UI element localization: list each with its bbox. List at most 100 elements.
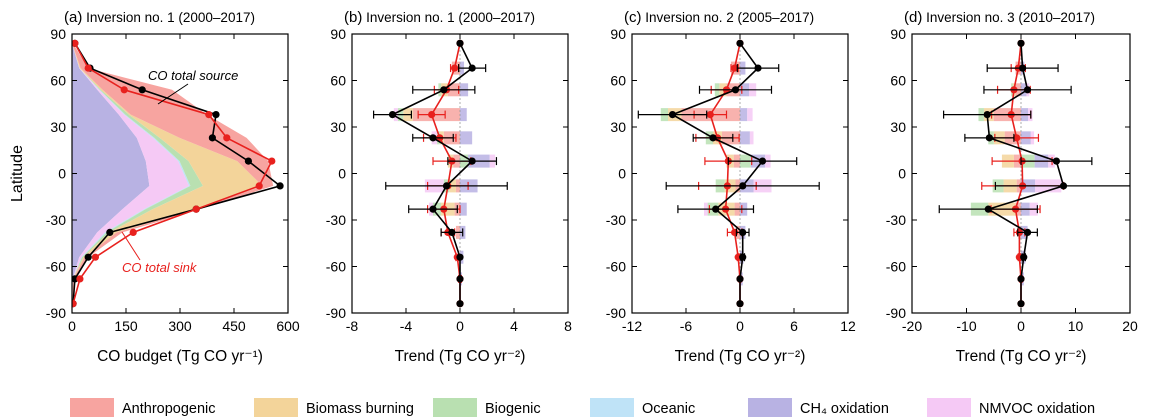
legend-label: Oceanic [642,401,695,417]
source-point [456,253,464,261]
sink-line [72,42,273,304]
sink-point [731,64,739,72]
sink-point [72,39,79,47]
source-point [709,134,717,142]
x-tick-label: 6 [790,318,798,334]
y-tick-label: -30 [606,212,626,228]
y-tick-label: 0 [898,166,906,182]
legend-swatch [70,398,114,417]
plot-area [72,39,284,308]
sink-point [223,134,231,142]
bar-ch4-oxidation [460,202,467,216]
x-tick-label: 0 [1017,318,1025,334]
source-line [986,43,1065,304]
source-point [739,253,747,261]
y-tick-label: -30 [326,212,346,228]
source-point [712,205,720,213]
legend-item: Anthropogenic [70,398,216,417]
source-point [456,300,464,308]
source-point [106,228,114,236]
x-tick-label: -20 [902,318,922,334]
source-point [758,157,767,165]
y-tick-label: -90 [886,305,906,321]
x-tick-label: 0 [68,318,76,334]
sink-point [72,300,77,308]
sink-point [120,86,128,94]
source-point [736,275,744,283]
panel-d: 90 60 30 0 -30 -60 -90-20 -10 0 10 20 (d) Inversion… [886,9,1138,365]
source-line [390,42,474,304]
bar-ch4-oxidation [740,131,750,145]
legend-swatch [433,398,477,417]
panel-title: (d) Inversion no. 3 (2010–2017) [904,9,1095,26]
y-tick-label: 90 [330,26,346,42]
bar-nmvoc-oxidation [749,131,754,145]
legend-swatch [927,398,971,417]
y-tick-label: 0 [338,166,346,182]
x-tick-label: 0 [736,318,744,334]
sink-point [451,64,459,72]
x-axis-label: CO budget (Tg CO yr⁻¹) [97,348,263,365]
y-tick-label: 0 [58,166,66,182]
legend-swatch [254,398,298,417]
x-tick-label: 8 [564,318,572,334]
x-tick-label: -4 [400,318,413,334]
panel-b: 90 60 30 0 -30 -60 -90-8 -4 0 4 8 (b) Inversion no.… [326,9,572,365]
bar-ch4-oxidation [460,108,467,122]
annotation-sink: CO total sink [122,260,198,275]
source-point [984,205,992,213]
source-point [739,228,747,236]
source-point [429,134,437,142]
sink-point [192,205,200,213]
annotation-sink-pointer [121,231,141,261]
bar-ch4-oxidation [460,131,473,145]
y-tick-label: -90 [606,305,626,321]
legend-item: CH₄ oxidation [748,398,889,417]
y-tick-label: 30 [50,119,66,135]
x-axis-label: Trend (Tg CO yr⁻²) [956,348,1087,365]
source-point [1019,64,1027,72]
sink-line [430,43,461,304]
y-tick-label: 30 [890,119,906,135]
sink-point [84,64,92,72]
sink-point [255,182,263,190]
legend-label: NMVOC oxidation [979,401,1095,417]
source-point [1017,39,1025,47]
annotation-source: CO total source [148,68,238,83]
source-point [468,64,476,72]
source-point [1059,182,1068,190]
y-axis-label: Latitude [9,145,26,202]
source-point [754,64,762,72]
source-point [736,39,744,47]
y-tick-label: 30 [610,119,626,135]
source-point [1020,253,1028,261]
x-tick-label: -12 [622,318,642,334]
x-tick-label: 4 [510,318,518,334]
x-tick-label: 150 [114,318,138,334]
plot-area [938,34,1130,313]
sink-line [709,43,741,304]
plot-area [373,34,508,313]
sink-point [76,275,84,283]
x-tick-label: 600 [276,318,300,334]
y-tick-label: 60 [610,73,626,89]
source-point [208,134,216,142]
area-ch4-oxidation [72,43,150,304]
sink-point [706,111,714,119]
area-nmvoc-oxidation [72,43,189,304]
sink-point [205,111,213,119]
annotation-source-pointer [157,83,189,105]
y-tick-label: -60 [606,259,626,275]
legend-label: Biomass burning [306,401,414,417]
legend-label: Biogenic [485,401,541,417]
y-tick-label: 60 [330,73,346,89]
source-point [985,134,993,142]
source-point [731,86,740,94]
x-tick-label: 300 [168,318,192,334]
x-tick-label: -8 [346,318,359,334]
x-axis-label: Trend (Tg CO yr⁻²) [395,348,526,365]
bar-ch4-oxidation [740,108,748,122]
y-tick-label: -60 [886,259,906,275]
source-point [668,111,677,119]
